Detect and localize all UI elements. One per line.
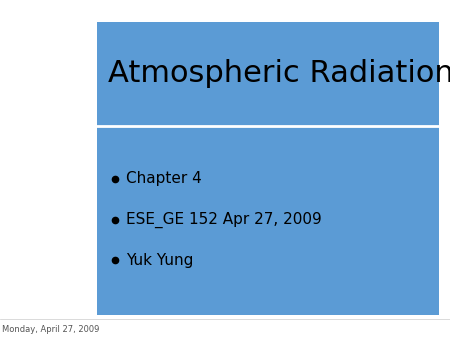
FancyBboxPatch shape (97, 126, 439, 315)
Text: ESE_GE 152 Apr 27, 2009: ESE_GE 152 Apr 27, 2009 (126, 212, 322, 228)
Text: Monday, April 27, 2009: Monday, April 27, 2009 (2, 325, 99, 334)
FancyBboxPatch shape (97, 22, 439, 126)
Text: Yuk Yung: Yuk Yung (126, 253, 194, 268)
Text: Chapter 4: Chapter 4 (126, 171, 202, 187)
Text: Atmospheric Radiation: Atmospheric Radiation (108, 59, 450, 89)
